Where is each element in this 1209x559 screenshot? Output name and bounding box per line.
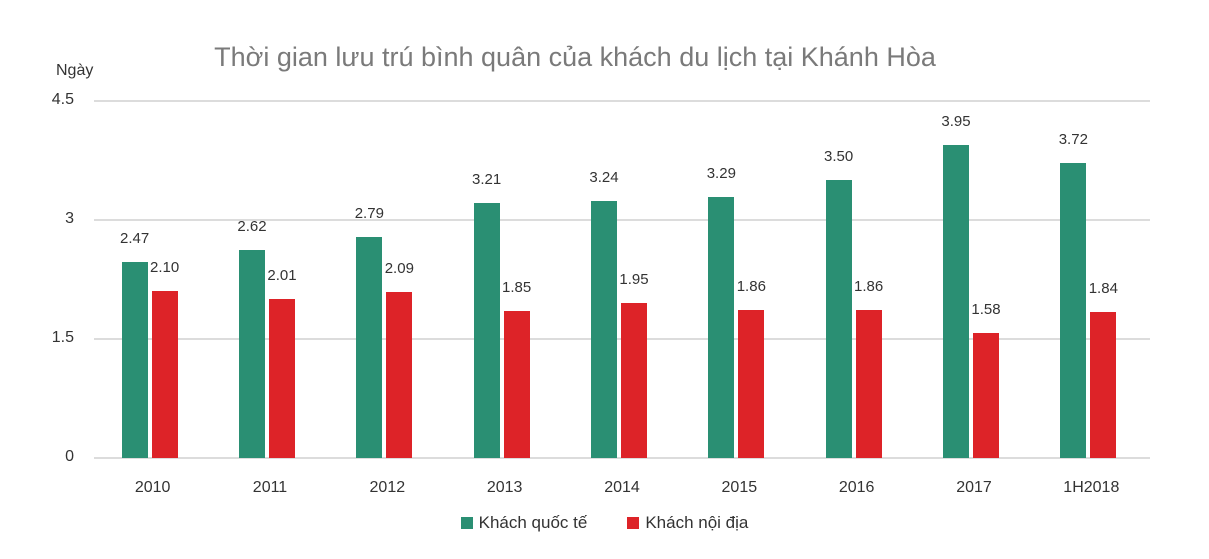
x-tick-label: 2014 [604, 479, 640, 496]
bar-domestic [1090, 312, 1117, 458]
data-label: 1.58 [971, 300, 1001, 318]
data-label: 3.50 [824, 148, 854, 166]
data-label: 2.47 [120, 230, 150, 248]
bar-international [1060, 162, 1087, 458]
bar-international [825, 180, 852, 458]
y-tick-label: 1.5 [51, 329, 74, 346]
bar-domestic [151, 291, 178, 458]
data-label: 3.21 [472, 171, 502, 189]
y-tick-label: 4.5 [51, 91, 74, 108]
x-tick-label: 2015 [721, 479, 758, 496]
data-label: 1.95 [619, 271, 649, 289]
bar-domestic [973, 332, 999, 458]
legend-item-international: Khách quốc tế [460, 513, 588, 533]
x-tick-label: 2012 [369, 479, 406, 496]
data-label: 2.10 [150, 259, 180, 277]
data-label: 2.09 [384, 260, 414, 278]
data-label: 3.24 [589, 168, 619, 186]
chart-title: Thời gian lưu trú bình quân của khách du… [214, 42, 936, 72]
bar-international [708, 197, 735, 458]
bar-international [356, 236, 383, 458]
plot-area: 2.47 2.10 2.62 2.01 2.79 2.09 3.21 1.85 3.24 1.95… [94, 100, 1150, 459]
data-label: 1.85 [502, 279, 532, 297]
gridline [94, 100, 1150, 102]
bar-domestic [386, 292, 413, 458]
data-label: 3.29 [706, 164, 736, 182]
y-tick-label: 0 [65, 448, 74, 465]
legend-label-international: Khách quốc tế [478, 513, 588, 532]
data-label: 1.86 [854, 278, 884, 296]
x-tick-label: 1H2018 [1063, 479, 1120, 496]
data-label: 2.01 [267, 266, 297, 284]
x-tick-label: 2011 [252, 479, 288, 496]
bar-domestic [269, 298, 295, 458]
x-tick-label: 2017 [956, 479, 992, 496]
data-label: 3.95 [941, 112, 971, 130]
bar-international [239, 250, 265, 458]
bar-domestic [621, 303, 647, 458]
gridline [94, 219, 1150, 221]
bar-domestic [503, 311, 530, 458]
bar-international [121, 262, 148, 458]
legend-swatch-international [460, 517, 473, 529]
y-axis-label: Ngày [56, 62, 94, 79]
data-label: 1.86 [736, 278, 766, 296]
legend-item-domestic: Khách nội địa [627, 513, 748, 533]
legend: Khách quốc tế Khách nội địa [0, 513, 1209, 533]
data-label: 1.84 [1088, 280, 1118, 298]
bar-domestic [855, 310, 882, 458]
x-tick-label: 2013 [486, 479, 523, 496]
data-label: 2.79 [354, 204, 384, 222]
y-tick-label: 3 [65, 210, 74, 227]
legend-label-domestic: Khách nội địa [645, 513, 749, 532]
x-tick-label: 2010 [134, 479, 171, 496]
bar-international [591, 200, 617, 458]
data-label: 2.62 [237, 218, 267, 236]
gridline [94, 457, 1150, 459]
bar-international [473, 203, 500, 458]
bar-international [943, 144, 969, 458]
bar-domestic [738, 310, 765, 458]
legend-swatch-domestic [627, 517, 640, 529]
x-tick-label: 2016 [838, 479, 875, 496]
data-label: 3.72 [1058, 130, 1088, 148]
